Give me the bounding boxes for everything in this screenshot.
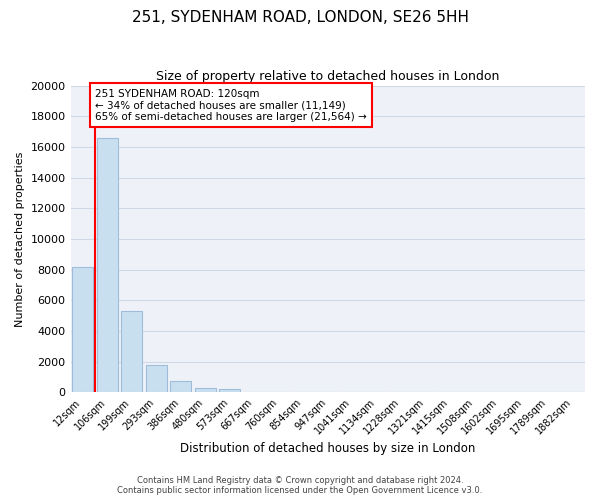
Bar [146,364,167,392]
Bar [195,388,215,392]
Text: Contains HM Land Registry data © Crown copyright and database right 2024.
Contai: Contains HM Land Registry data © Crown c… [118,476,482,495]
Text: 251, SYDENHAM ROAD, LONDON, SE26 5HH: 251, SYDENHAM ROAD, LONDON, SE26 5HH [131,10,469,25]
X-axis label: Distribution of detached houses by size in London: Distribution of detached houses by size … [180,442,475,455]
Bar [97,138,118,392]
Bar [220,388,240,392]
Bar [121,311,142,392]
Title: Size of property relative to detached houses in London: Size of property relative to detached ho… [156,70,499,83]
Text: 251 SYDENHAM ROAD: 120sqm
← 34% of detached houses are smaller (11,149)
65% of s: 251 SYDENHAM ROAD: 120sqm ← 34% of detac… [95,88,367,122]
Y-axis label: Number of detached properties: Number of detached properties [15,152,25,326]
Bar [170,381,191,392]
Bar [73,266,93,392]
